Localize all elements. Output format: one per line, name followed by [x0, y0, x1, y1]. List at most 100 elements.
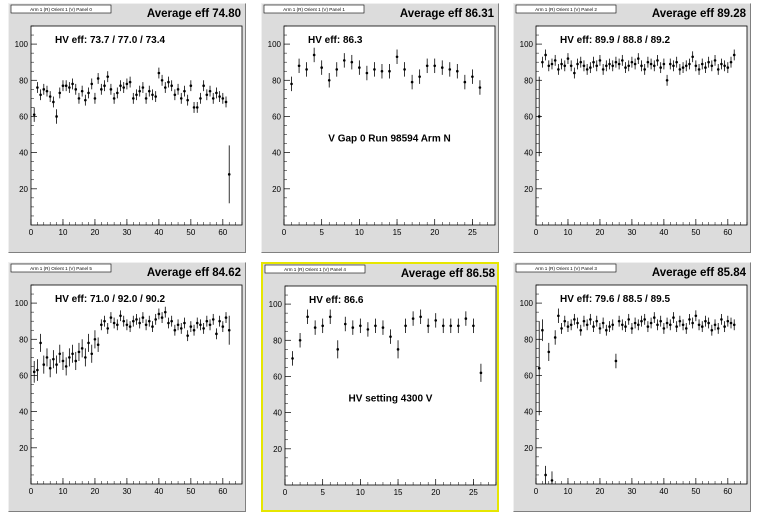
- data-marker: [135, 93, 138, 97]
- data-point: [573, 313, 576, 325]
- data-marker: [186, 98, 189, 102]
- data-point: [179, 322, 183, 334]
- data-point: [151, 321, 154, 333]
- y-tick-label: 40: [273, 409, 282, 418]
- data-point: [649, 317, 653, 329]
- data-marker: [151, 325, 154, 328]
- data-point: [617, 58, 621, 70]
- data-point: [665, 74, 669, 86]
- y-tick-label: 40: [524, 408, 533, 417]
- chart-panel[interactable]: Arm 1 (R) Orient 1 (V) Panel 0 Average ef…: [8, 3, 246, 253]
- x-tick-label: 10: [564, 487, 573, 496]
- data-point: [643, 63, 646, 75]
- data-point: [87, 87, 90, 99]
- x-tick-label: 10: [355, 228, 364, 237]
- data-marker: [601, 68, 605, 71]
- data-marker: [192, 328, 196, 332]
- data-point: [32, 107, 36, 122]
- y-tick-label: 20: [19, 444, 28, 453]
- data-point: [61, 351, 65, 371]
- data-marker: [100, 323, 103, 327]
- x-tick-label: 0: [282, 228, 287, 237]
- data-marker: [199, 323, 202, 327]
- data-point: [342, 53, 346, 68]
- data-marker: [167, 321, 170, 325]
- chart-panel[interactable]: Arm 1 (R) Orient 1 (V) Panel 2 Average ef…: [513, 3, 751, 253]
- chart-panel[interactable]: Arm 1 (R) Orient 1 (V) Panel 1 Average ef…: [261, 3, 499, 253]
- data-point: [720, 58, 723, 70]
- data-marker: [541, 60, 544, 64]
- data-point: [472, 318, 475, 334]
- x-tick-label: 20: [595, 228, 604, 237]
- data-point: [457, 318, 460, 334]
- data-point: [729, 317, 733, 329]
- x-tick-label: 10: [59, 487, 68, 496]
- data-marker: [720, 62, 723, 66]
- data-point: [167, 76, 170, 88]
- y-tick-label: 60: [524, 112, 533, 121]
- data-point: [189, 80, 193, 92]
- data-marker: [684, 64, 688, 68]
- data-point: [611, 319, 615, 331]
- data-point: [569, 319, 573, 331]
- data-marker: [396, 348, 400, 351]
- data-point: [103, 315, 106, 327]
- data-marker: [381, 326, 385, 329]
- data-marker: [125, 82, 129, 86]
- data-point: [135, 89, 138, 101]
- data-point: [176, 319, 180, 331]
- panel-title-box: [515, 4, 617, 14]
- data-point: [589, 313, 592, 325]
- data-point: [366, 322, 370, 337]
- data-marker: [147, 319, 151, 323]
- data-point: [649, 58, 653, 70]
- data-marker: [547, 350, 551, 354]
- data-point: [665, 317, 669, 329]
- data-marker: [592, 60, 595, 64]
- data-marker: [205, 93, 209, 97]
- data-marker: [132, 319, 135, 323]
- y-tick-label: 40: [19, 149, 28, 158]
- data-point: [566, 321, 570, 333]
- chart-svg: Arm 1 (R) Orient 1 (V) Panel 2 Average ef…: [515, 4, 748, 237]
- data-marker: [601, 321, 605, 325]
- data-point: [601, 63, 605, 75]
- data-point: [116, 319, 119, 331]
- data-marker: [52, 357, 55, 361]
- x-tick-label: 60: [218, 228, 227, 237]
- x-tick-label: 30: [122, 487, 131, 496]
- data-marker: [224, 100, 228, 104]
- data-point: [652, 312, 656, 323]
- data-marker: [449, 324, 453, 328]
- data-point: [668, 58, 672, 70]
- data-marker: [479, 371, 483, 375]
- data-marker: [218, 319, 221, 323]
- chart-panel[interactable]: Arm 1 (R) Orient 1 (V) Panel 5 Average ef…: [8, 262, 246, 512]
- data-marker: [576, 62, 579, 66]
- data-point: [227, 315, 231, 345]
- data-point: [112, 92, 116, 104]
- data-marker: [215, 91, 218, 95]
- data-marker: [321, 324, 324, 328]
- data-point: [585, 319, 589, 331]
- data-marker: [697, 323, 701, 327]
- y-tick-label: 60: [19, 371, 28, 380]
- data-marker: [456, 69, 459, 73]
- chart-panel[interactable]: Arm 1 (R) Orient 1 (V) Panel 4 Average ef…: [261, 262, 499, 512]
- data-point: [132, 92, 135, 104]
- hv-eff-label: HV eff: 79.6 / 88.5 / 89.5: [560, 294, 670, 305]
- x-tick-label: 15: [393, 228, 402, 237]
- data-point: [537, 76, 541, 157]
- data-point: [119, 80, 122, 92]
- data-marker: [77, 97, 81, 100]
- data-marker: [646, 325, 650, 328]
- data-marker: [621, 323, 624, 327]
- chart-panel[interactable]: Arm 1 (R) Orient 1 (V) Panel 3 Average ef…: [513, 262, 751, 512]
- y-tick-label: 60: [19, 112, 28, 121]
- data-point: [592, 56, 595, 68]
- y-tick-label: 80: [19, 76, 28, 85]
- data-point: [595, 315, 599, 327]
- data-marker: [109, 88, 113, 91]
- chart-svg: Arm 1 (R) Orient 1 (V) Panel 3 Average ef…: [515, 263, 748, 496]
- data-point: [84, 94, 87, 106]
